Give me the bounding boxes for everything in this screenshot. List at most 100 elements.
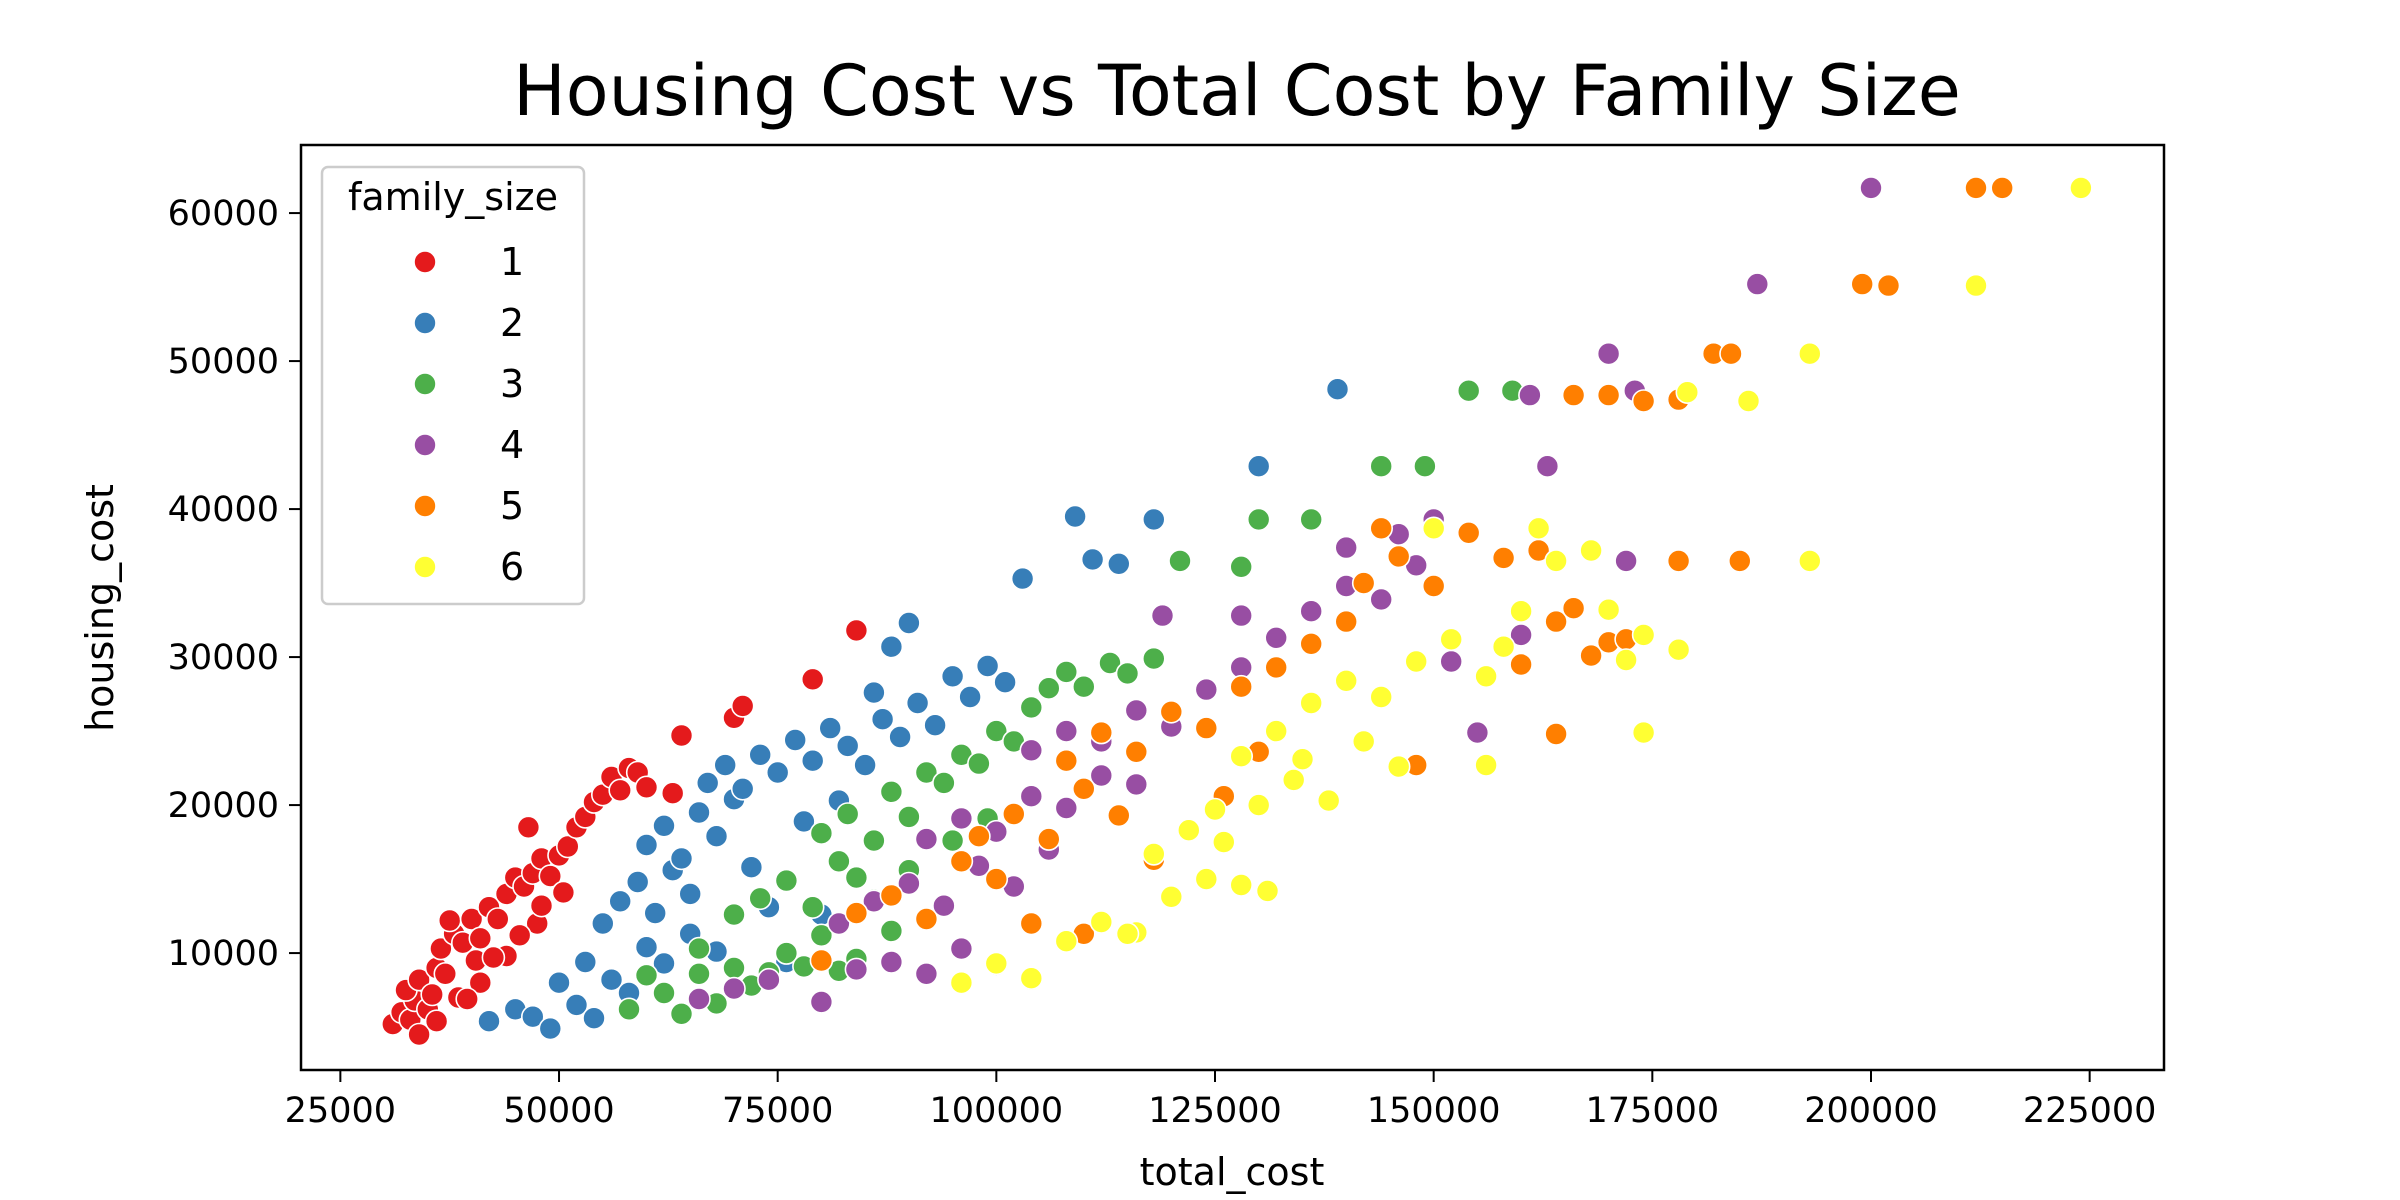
data-point — [420, 982, 445, 1007]
data-point — [1316, 788, 1341, 813]
data-point — [1325, 377, 1350, 402]
data-point — [1115, 921, 1140, 946]
data-point — [870, 707, 895, 732]
data-point — [1168, 549, 1192, 573]
x-tick-label: 200000 — [1804, 1091, 1938, 1131]
series-6 — [949, 176, 2093, 995]
data-point — [1142, 507, 1166, 532]
data-point — [739, 855, 764, 880]
data-point — [730, 694, 755, 718]
data-point — [949, 806, 974, 831]
data-point — [468, 970, 493, 995]
series-5 — [809, 176, 2014, 973]
data-point — [1421, 516, 1446, 541]
data-point — [1535, 454, 1560, 479]
data-point — [1142, 646, 1166, 671]
data-point — [1229, 603, 1253, 628]
data-point — [809, 923, 834, 948]
data-point — [975, 654, 1000, 678]
data-point — [949, 970, 974, 995]
series-2 — [477, 377, 1350, 1041]
legend-marker — [413, 372, 437, 396]
data-point — [967, 824, 991, 849]
data-point — [1728, 549, 1752, 573]
data-point — [1019, 966, 1044, 991]
data-point — [1579, 643, 1603, 668]
data-point — [485, 907, 510, 931]
data-point — [1203, 797, 1227, 822]
data-point — [1072, 776, 1096, 801]
legend-title: family_size — [348, 175, 558, 219]
data-point — [1264, 655, 1288, 680]
data-point — [477, 1009, 501, 1034]
data-point — [407, 967, 431, 992]
data-point — [730, 776, 755, 801]
series-3 — [617, 378, 1525, 1026]
data-point — [984, 719, 1009, 743]
data-point — [1115, 661, 1140, 686]
data-point — [1614, 549, 1638, 573]
data-point — [1736, 389, 1761, 413]
data-point — [818, 716, 843, 740]
data-point — [582, 1006, 606, 1031]
data-point — [1054, 748, 1079, 773]
data-point — [1351, 571, 1376, 595]
data-point — [774, 868, 799, 893]
data-point — [455, 987, 480, 1011]
data-point — [1054, 796, 1079, 820]
data-point — [617, 997, 641, 1022]
data-point — [1229, 744, 1253, 769]
legend: family_size 1 2 3 4 5 6 — [320, 165, 586, 606]
data-point — [809, 948, 834, 973]
data-point — [1544, 549, 1568, 573]
data-point — [1369, 685, 1393, 709]
data-point — [1177, 818, 1201, 843]
data-point — [757, 967, 781, 992]
data-point — [652, 951, 676, 976]
data-point — [564, 993, 589, 1017]
data-point — [1019, 784, 1044, 809]
data-point — [687, 961, 711, 986]
legend-marker — [413, 555, 437, 579]
data-point — [634, 833, 659, 857]
data-point — [1474, 753, 1498, 777]
data-point — [529, 893, 554, 918]
data-point — [1474, 664, 1498, 689]
data-point — [424, 1009, 449, 1034]
data-point — [914, 827, 939, 851]
data-point — [897, 611, 921, 635]
data-point — [1089, 720, 1114, 745]
data-point — [1439, 627, 1463, 652]
data-point — [520, 1004, 545, 1029]
y-tick-label: 10000 — [168, 934, 279, 974]
data-point — [634, 963, 659, 988]
data-point — [1299, 599, 1323, 624]
x-tick-label: 50000 — [503, 1091, 614, 1131]
data-point — [1369, 587, 1393, 612]
data-point — [1019, 695, 1044, 720]
data-point — [809, 821, 834, 846]
data-point — [984, 951, 1009, 976]
data-point — [949, 936, 974, 961]
data-point — [652, 813, 676, 838]
data-point — [1579, 538, 1603, 563]
y-axis-label: housing_cost — [78, 484, 122, 732]
data-point — [507, 923, 532, 948]
data-point — [1290, 747, 1315, 772]
data-point — [608, 778, 633, 803]
data-point — [765, 760, 790, 785]
data-point — [844, 618, 869, 643]
x-tick-label: 150000 — [1367, 1091, 1501, 1131]
data-point — [1229, 873, 1253, 897]
data-point — [1631, 389, 1656, 413]
data-point — [1456, 378, 1481, 403]
data-point — [437, 908, 462, 933]
data-point — [1246, 507, 1271, 532]
data-point — [844, 957, 869, 982]
data-point — [1194, 716, 1219, 740]
data-point — [1246, 793, 1271, 817]
data-point — [516, 815, 541, 840]
legend-entry-6: 6 — [413, 545, 524, 589]
legend-label: 6 — [500, 545, 524, 589]
